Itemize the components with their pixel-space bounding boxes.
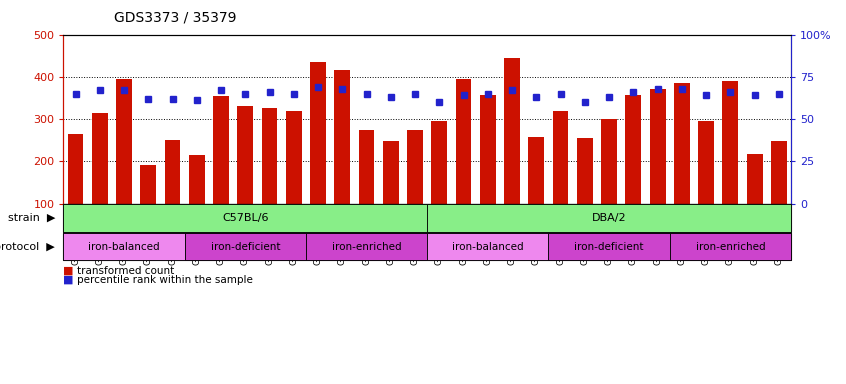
Text: ■: ■ [63, 266, 74, 276]
Bar [504, 58, 520, 204]
Bar [286, 111, 302, 204]
Bar [650, 89, 666, 204]
Text: iron-balanced: iron-balanced [88, 242, 160, 252]
Bar [68, 134, 84, 204]
Text: strain  ▶: strain ▶ [8, 213, 55, 223]
Text: protocol  ▶: protocol ▶ [0, 242, 55, 252]
Bar [771, 141, 787, 204]
Bar [747, 154, 762, 204]
Bar [722, 81, 739, 204]
Bar [552, 111, 569, 204]
Text: percentile rank within the sample: percentile rank within the sample [77, 275, 253, 285]
Bar [602, 119, 617, 204]
Bar [431, 121, 448, 204]
Text: iron-deficient: iron-deficient [211, 242, 280, 252]
Bar [407, 130, 423, 204]
Bar [674, 83, 689, 204]
Bar [92, 113, 107, 204]
Bar [577, 138, 593, 204]
Text: GDS3373 / 35379: GDS3373 / 35379 [114, 11, 237, 25]
Text: C57BL/6: C57BL/6 [222, 213, 268, 223]
Text: iron-enriched: iron-enriched [332, 242, 401, 252]
Bar [334, 71, 350, 204]
Bar [238, 106, 253, 204]
Bar [383, 141, 398, 204]
Bar [165, 140, 180, 204]
Bar [625, 94, 641, 204]
Bar [480, 95, 496, 204]
Bar [140, 165, 157, 204]
Bar [529, 137, 544, 204]
Text: iron-deficient: iron-deficient [574, 242, 644, 252]
Text: transformed count: transformed count [77, 266, 174, 276]
Bar [189, 155, 205, 204]
Bar [116, 79, 132, 204]
Text: iron-balanced: iron-balanced [452, 242, 524, 252]
Bar [698, 121, 714, 204]
Bar [359, 130, 375, 204]
Bar [213, 96, 229, 204]
Bar [310, 62, 326, 204]
Bar [456, 79, 471, 204]
Text: iron-enriched: iron-enriched [695, 242, 765, 252]
Text: DBA/2: DBA/2 [592, 213, 626, 223]
Text: ■: ■ [63, 275, 74, 285]
Bar [261, 109, 277, 204]
